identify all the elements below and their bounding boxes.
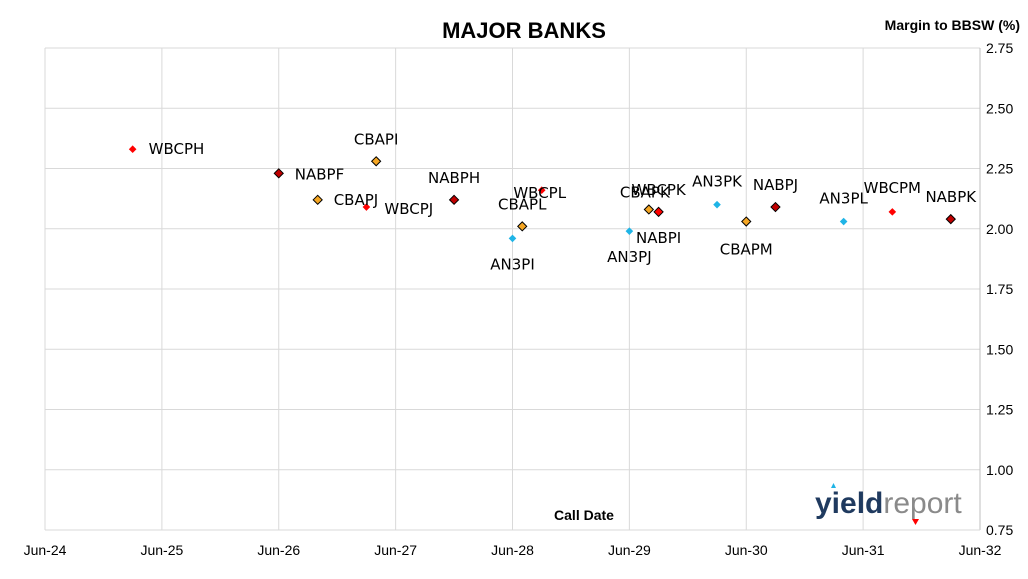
x-tick-label-0: Jun-24 bbox=[24, 542, 67, 558]
x-axis-title: Call Date bbox=[554, 507, 614, 523]
point-wbcpk bbox=[654, 208, 663, 216]
point-label-wbcpk: WBCPK bbox=[631, 181, 686, 199]
point-an3pj bbox=[625, 227, 634, 235]
x-tick-label-5: Jun-29 bbox=[608, 542, 651, 558]
point-nabph bbox=[448, 194, 460, 206]
y-axis-title: Margin to BBSW (%) bbox=[885, 17, 1020, 33]
x-tick-label-4: Jun-28 bbox=[491, 542, 534, 558]
point-label-nabpj: NABPJ bbox=[753, 176, 798, 194]
y-tick-label-3: 1.50 bbox=[986, 341, 1013, 357]
point-cbapl bbox=[517, 221, 528, 232]
svg-text:yieldreport: yieldreport bbox=[815, 487, 962, 520]
point-cbapm bbox=[741, 216, 752, 227]
point-label-nabpk: NABPK bbox=[925, 188, 977, 206]
point-cbapk bbox=[643, 204, 655, 215]
y-tick-label-8: 2.75 bbox=[986, 40, 1013, 56]
y-tick-label-7: 2.50 bbox=[986, 100, 1013, 116]
x-tick-label-8: Jun-32 bbox=[959, 542, 1002, 558]
x-tick-label-6: Jun-30 bbox=[725, 542, 768, 558]
axes bbox=[45, 48, 981, 531]
point-wbcpm bbox=[888, 208, 897, 216]
point-nabpf bbox=[273, 168, 284, 179]
y-tick-label-4: 1.75 bbox=[986, 281, 1013, 297]
yieldreport-logo: yieldreport bbox=[815, 483, 962, 525]
logo-down-triangle bbox=[912, 519, 919, 525]
gridlines bbox=[44, 47, 981, 531]
point-label-nabpi: NABPI bbox=[636, 229, 681, 247]
point-nabpk bbox=[945, 213, 956, 225]
point-nabpj bbox=[770, 201, 781, 213]
point-label-cbapm: CBAPM bbox=[720, 241, 773, 259]
point-wbcph bbox=[128, 145, 137, 154]
chart-title: MAJOR BANKS bbox=[442, 18, 606, 43]
x-tick-label-1: Jun-25 bbox=[140, 542, 183, 558]
point-label-wbcph: WBCPH bbox=[149, 140, 205, 158]
y-tick-label-1: 1.00 bbox=[986, 462, 1013, 478]
logo-up-triangle bbox=[831, 483, 836, 488]
x-tick-label-3: Jun-27 bbox=[374, 542, 417, 558]
point-label-wbcpm: WBCPM bbox=[864, 179, 921, 197]
point-an3pi bbox=[508, 234, 517, 243]
point-wbcpj bbox=[362, 203, 371, 211]
x-tick-label-2: Jun-26 bbox=[257, 542, 300, 558]
y-tick-labels: 0.75 1.00 1.25 1.50 1.75 2.00 2.25 2.50 2.75 bbox=[986, 40, 1013, 538]
point-label-cbapk: CBAPK bbox=[620, 183, 671, 201]
data-points bbox=[128, 145, 956, 243]
x-tick-labels: Jun-24 Jun-25 Jun-26 Jun-27 Jun-28 Jun-29 Jun-… bbox=[24, 542, 1002, 558]
point-an3pk bbox=[713, 200, 721, 209]
point-label-cbapl: CBAPL bbox=[498, 195, 547, 213]
point-label-cbapj: CBAPJ bbox=[334, 191, 379, 209]
point-label-an3pi: AN3PI bbox=[490, 255, 535, 273]
point-label-wbcpl: WBCPL bbox=[513, 184, 566, 202]
data-labels: WBCPH NABPF CBAPJ WBCPJ CBAPI NABPH AN3PI CBAPL… bbox=[149, 130, 978, 273]
point-wbcpl bbox=[537, 186, 546, 194]
point-label-an3pj: AN3PJ bbox=[607, 248, 652, 266]
y-tick-label-5: 2.00 bbox=[986, 221, 1013, 237]
point-cbapi bbox=[370, 156, 382, 167]
y-tick-label-6: 2.25 bbox=[986, 161, 1013, 177]
point-label-nabpf: NABPF bbox=[295, 165, 344, 183]
logo-text-report: report bbox=[883, 487, 962, 520]
x-tick-label-7: Jun-31 bbox=[842, 542, 885, 558]
point-label-an3pl: AN3PL bbox=[819, 190, 868, 208]
point-an3pl bbox=[839, 217, 848, 226]
point-label-nabph: NABPH bbox=[428, 169, 480, 187]
y-tick-label-2: 1.25 bbox=[986, 402, 1013, 418]
y-tick-label-0: 0.75 bbox=[986, 522, 1013, 538]
point-label-wbcpj: WBCPJ bbox=[384, 200, 433, 218]
point-label-cbapi: CBAPI bbox=[354, 130, 399, 148]
point-label-an3pk: AN3PK bbox=[692, 173, 743, 191]
logo-text-yield: yield bbox=[815, 487, 883, 520]
point-cbapj bbox=[312, 194, 323, 206]
